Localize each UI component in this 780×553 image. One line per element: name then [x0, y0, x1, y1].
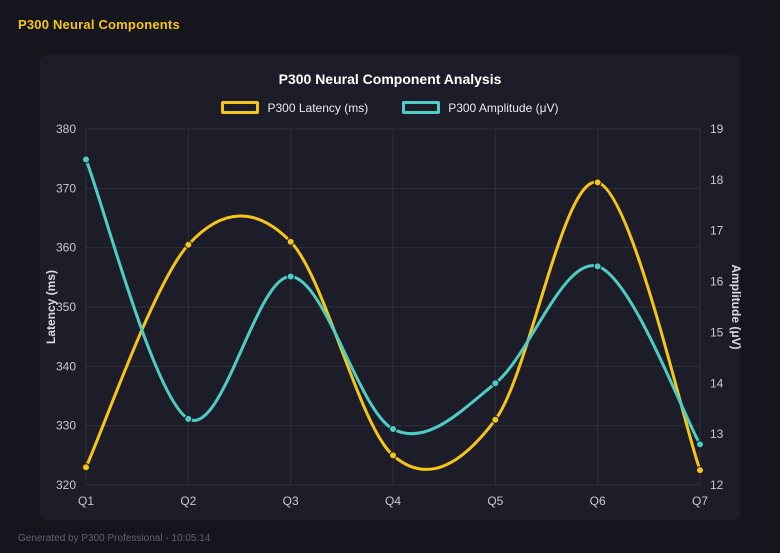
data-point[interactable]: [389, 451, 397, 460]
amplitude-legend-swatch: [402, 101, 441, 114]
data-point[interactable]: [696, 466, 704, 475]
left-axis-tick-label: 340: [56, 359, 76, 373]
left-axis-tick-label: 350: [56, 300, 76, 314]
left-axis-tick-label: 370: [56, 181, 76, 195]
data-point[interactable]: [82, 463, 90, 472]
legend-label-amplitude: P300 Amplitude (μV): [448, 100, 559, 115]
data-point[interactable]: [184, 240, 193, 249]
left-axis-tick-label: 360: [56, 241, 76, 255]
left-axis-title: Latency (ms): [44, 270, 58, 344]
latency-legend-swatch: [221, 101, 260, 114]
right-axis-tick-label: 18: [710, 173, 724, 187]
data-point[interactable]: [184, 414, 193, 423]
legend-item-latency[interactable]: P300 Latency (ms): [221, 101, 368, 115]
right-axis-tick-label: 16: [710, 275, 724, 289]
page-title: P300 Neural Components: [18, 17, 180, 32]
footer-status: Generated by P300 Professional - 10:05:1…: [18, 533, 211, 544]
data-point[interactable]: [491, 415, 500, 424]
chart-panel: P300 Neural Component Analysis P300 Late…: [40, 55, 743, 520]
data-point[interactable]: [82, 155, 90, 164]
left-axis-tick-label: 320: [56, 478, 76, 492]
right-axis-tick-label: 13: [710, 427, 724, 441]
x-axis-tick-label: Q5: [487, 494, 503, 508]
data-point[interactable]: [696, 440, 704, 449]
chart-title: P300 Neural Component Analysis: [278, 71, 502, 87]
x-axis-tick-label: Q4: [385, 494, 401, 508]
data-point[interactable]: [593, 178, 602, 187]
data-point[interactable]: [491, 379, 500, 388]
right-axis-tick-label: 17: [710, 224, 724, 238]
legend-label-latency: P300 Latency (ms): [267, 100, 369, 115]
right-axis-tick-label: 14: [710, 376, 724, 390]
right-axis-tick-label: 15: [710, 325, 724, 339]
right-axis-tick-label: 19: [710, 122, 724, 136]
left-axis-tick-label: 330: [56, 419, 76, 433]
x-axis-tick-label: Q1: [78, 494, 94, 508]
data-point[interactable]: [286, 237, 295, 246]
x-axis-tick-label: Q3: [283, 494, 299, 508]
x-axis-tick-label: Q7: [692, 494, 708, 508]
data-point[interactable]: [389, 425, 397, 434]
legend-item-amplitude[interactable]: P300 Amplitude (μV): [402, 100, 559, 115]
right-axis-title: Amplitude (μV): [729, 264, 743, 349]
chart-legend: P300 Latency (ms) P300 Amplitude (μV): [40, 100, 740, 115]
data-point[interactable]: [286, 272, 295, 281]
x-axis-tick-label: Q2: [180, 494, 196, 508]
x-axis-tick-label: Q6: [590, 494, 606, 508]
left-axis-tick-label: 380: [56, 122, 76, 136]
right-axis-tick-label: 12: [710, 478, 724, 492]
line-chart-plot[interactable]: 320 330 340 350 360 370 380 12 13 14 15 16 17 18 19 Q1 Q…: [40, 119, 743, 519]
data-point[interactable]: [593, 262, 602, 271]
